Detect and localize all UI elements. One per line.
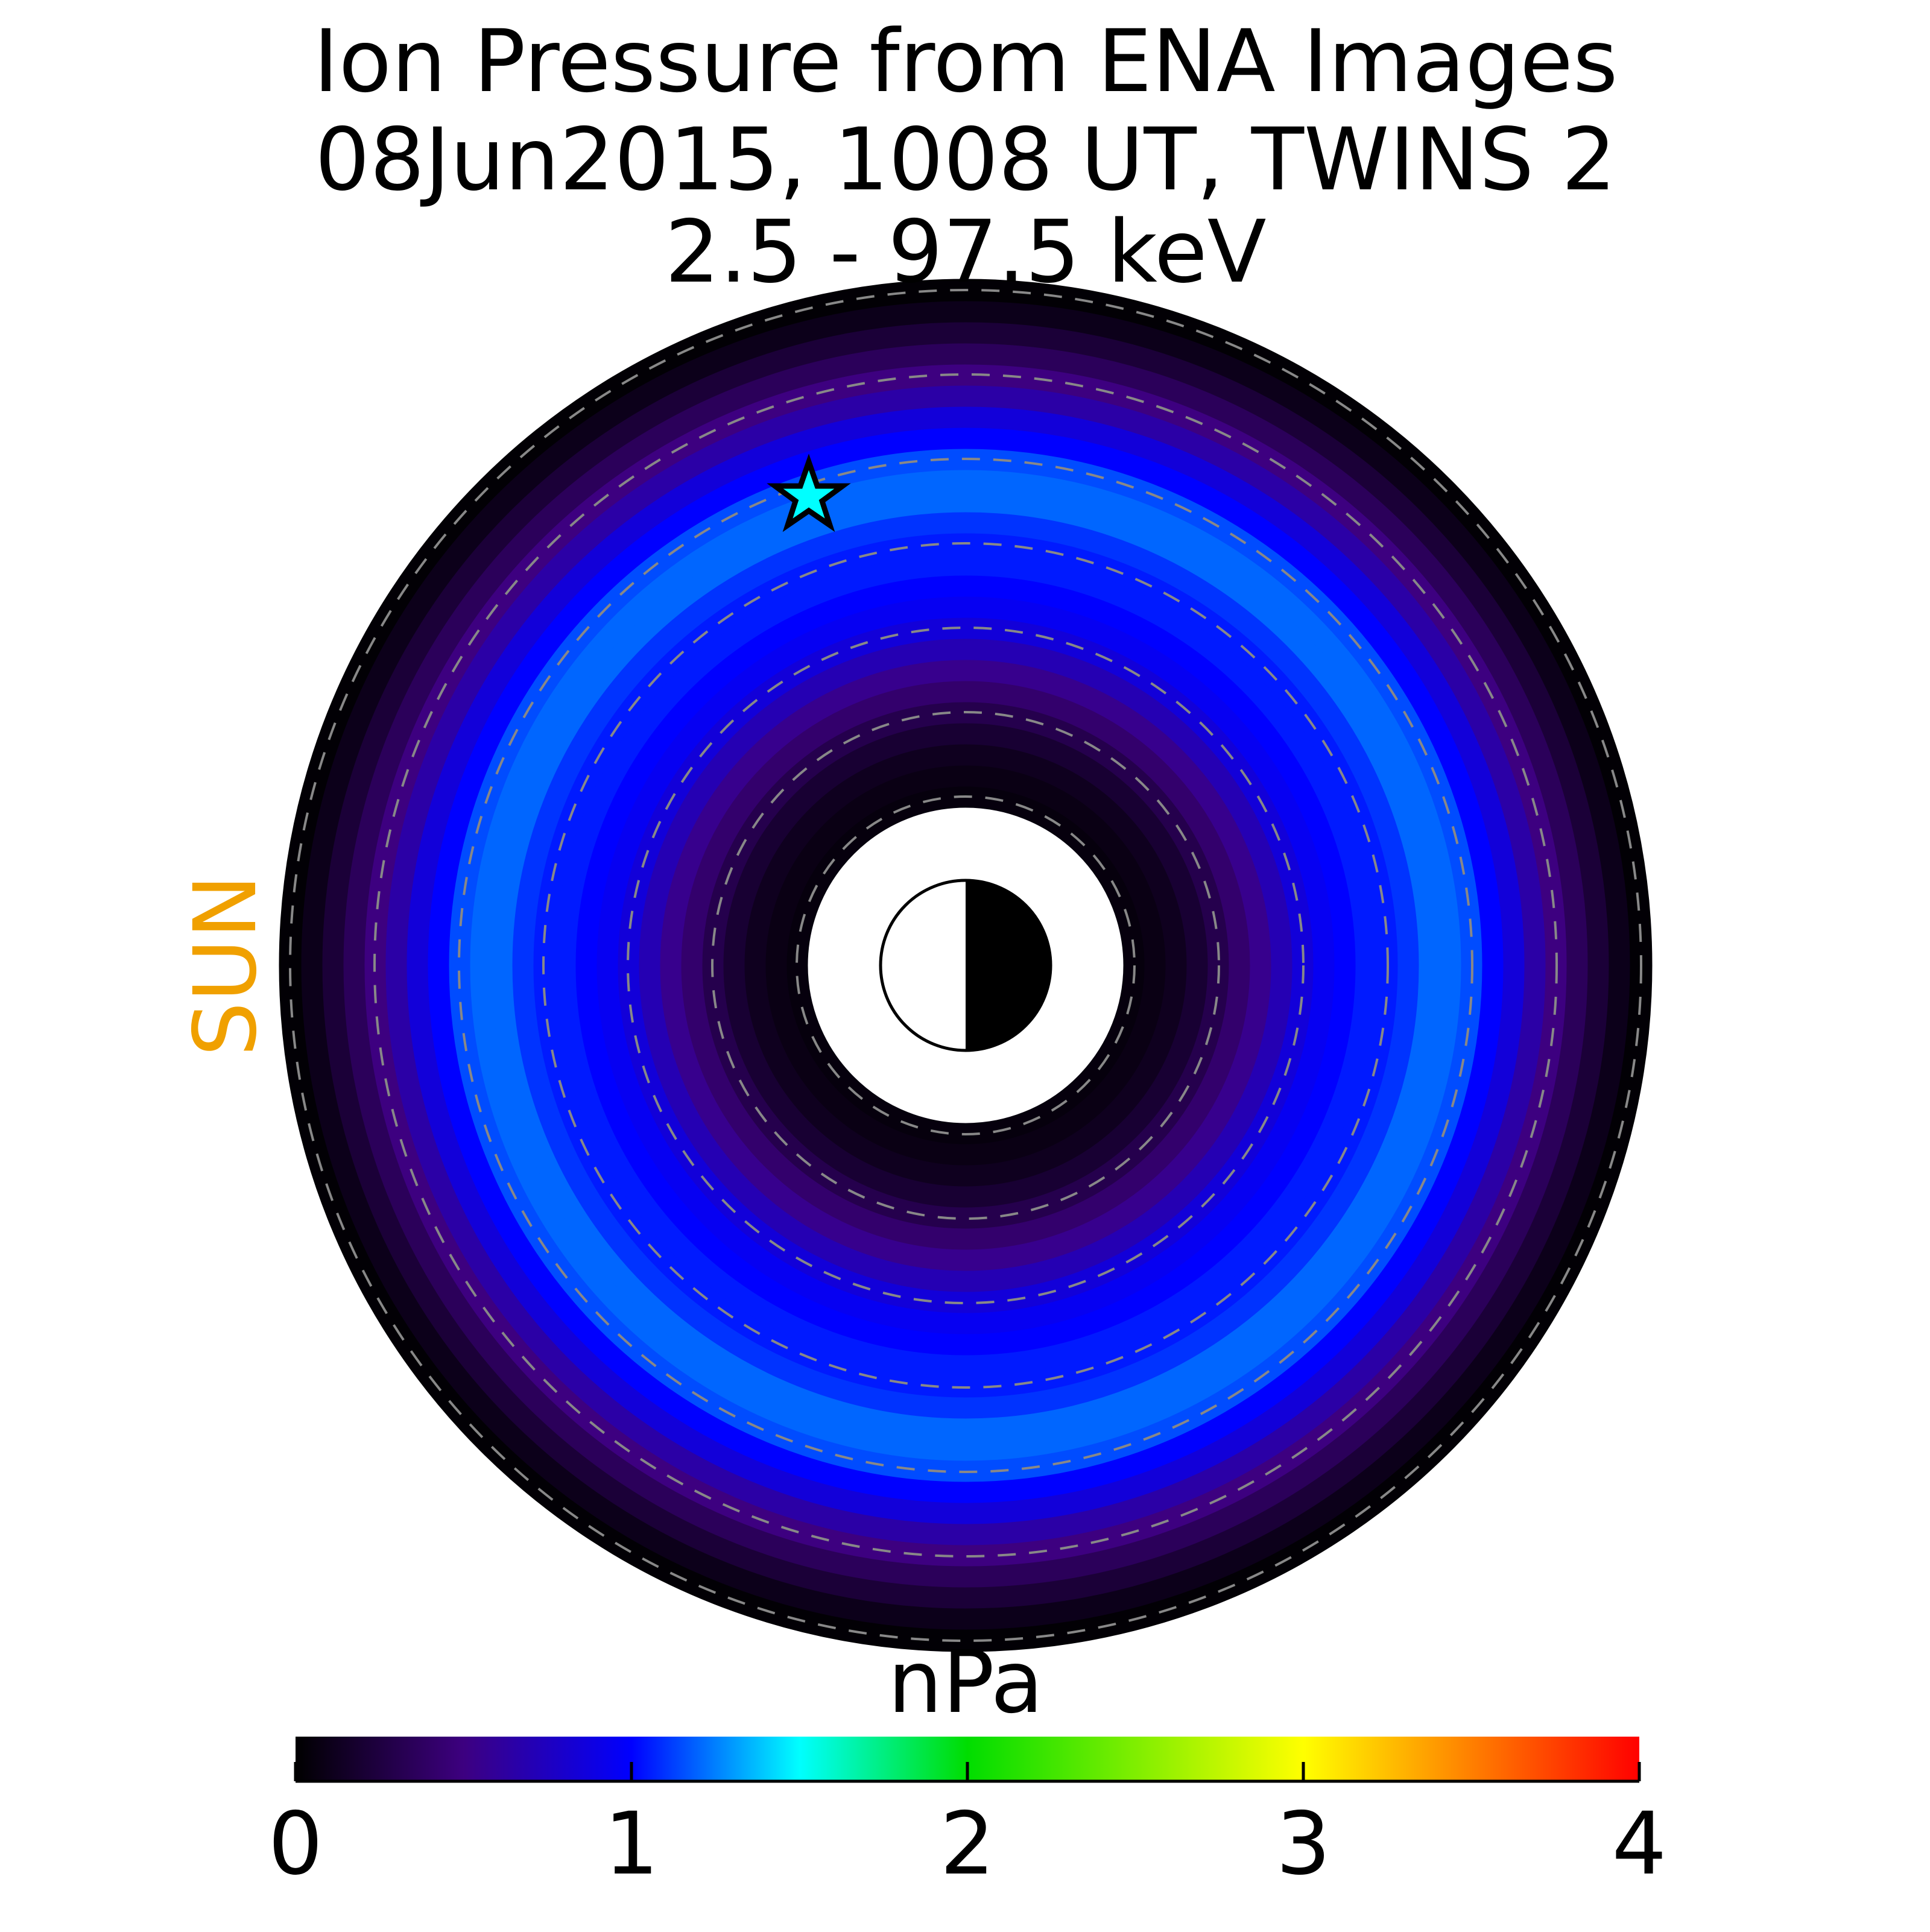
pressure-ring [321,321,1610,1610]
pressure-ring [405,405,1526,1526]
earth-night [966,880,1051,1050]
title-line: Ion Pressure from ENA Images [313,11,1618,112]
grid-circle [373,373,1558,1558]
pressure-ring [342,342,1589,1589]
pressure-ring [595,595,1336,1336]
colorbar-tick-label: 4 [1612,1793,1667,1894]
colorbar-label: nPa [888,1632,1043,1732]
pressure-ring [764,764,1167,1167]
pressure-ring [511,511,1420,1420]
grid-circle [542,542,1389,1389]
grid-circle [711,711,1220,1220]
pressure-ring [743,743,1188,1188]
pressure-ring [490,490,1441,1441]
sun-label: SUN [175,874,276,1056]
colorbar-tick-label: 3 [1276,1793,1331,1894]
max-star [767,453,851,532]
colorbar-tick-label: 0 [268,1793,323,1894]
pressure-ring [426,426,1505,1504]
grid [289,289,1642,1642]
grid-circle [796,795,1136,1135]
title-line: 2.5 - 97.5 keV [665,201,1266,302]
grid-circle [458,458,1473,1473]
pressure-ring [469,469,1463,1462]
colorbar-tick-label: 2 [940,1793,995,1894]
pressure-ring [659,658,1273,1272]
pressure-ring [553,553,1378,1378]
earth [879,879,1052,1052]
pressure-ring [300,300,1631,1631]
pressure-ring [574,574,1357,1357]
grid-circle [627,627,1305,1304]
colorbar-tick-label: 1 [604,1793,659,1894]
colorbar-axis: 0 1 2 3 4 [268,1762,1667,1894]
grid-circle [289,289,1642,1642]
title-line: 08Jun2015, 1008 UT, TWINS 2 [315,109,1616,210]
pressure-ring [638,637,1294,1293]
pressure-ring [384,384,1547,1547]
pressure-ring [680,680,1251,1251]
pressure-ring [722,722,1209,1209]
